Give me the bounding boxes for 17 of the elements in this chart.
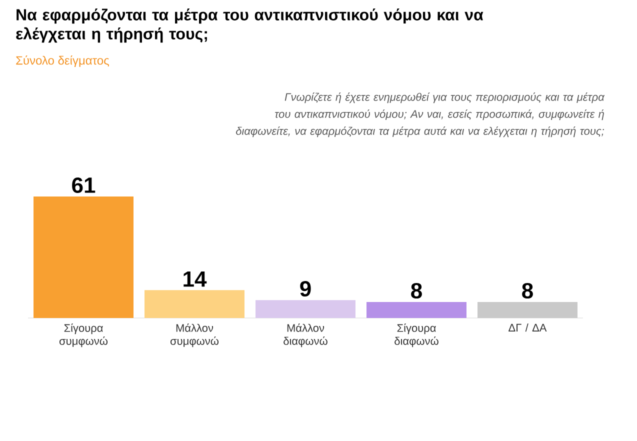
data-label: 8 xyxy=(522,282,533,299)
bar xyxy=(366,302,466,318)
bar xyxy=(34,196,134,318)
bar xyxy=(144,290,244,318)
x-tick-label: Σίγουρα συμφωνώ xyxy=(59,324,108,348)
chart-title: Να εφαρμόζονται τα μέτρα του αντικαπνιστικού νόμου και να ελέγχεται η τήρησή τους; xyxy=(16,8,484,43)
data-label: 14 xyxy=(184,271,207,287)
data-label: 61 xyxy=(72,177,96,194)
x-tick-label: Σίγουρα διαφωνώ xyxy=(394,324,438,348)
x-tick-label: ΔΓ / ΔΑ xyxy=(508,324,547,332)
bar xyxy=(256,300,356,318)
data-label: 8 xyxy=(411,282,422,299)
text: Γνωρίζετε ή έχετε ενημερωθεί για τους περιορισμούς και τα μέτρα του αντικαπνιστικού νόμου; Αν ναι, εσείς προσωπικά, συμφωνείτε ή διαφωνείτε, να εφαρμόζονται τα μέτρα αυτά και να ελέγχεται η τήρησή τους; xyxy=(236,92,605,138)
x-tick-label: Μάλλον συμφωνώ xyxy=(170,324,219,348)
chart-subtitle: Σύνολο δείγματος xyxy=(16,56,109,68)
x-tick-label: Μάλλον διαφωνώ xyxy=(284,324,328,348)
data-label: 9 xyxy=(300,280,311,297)
